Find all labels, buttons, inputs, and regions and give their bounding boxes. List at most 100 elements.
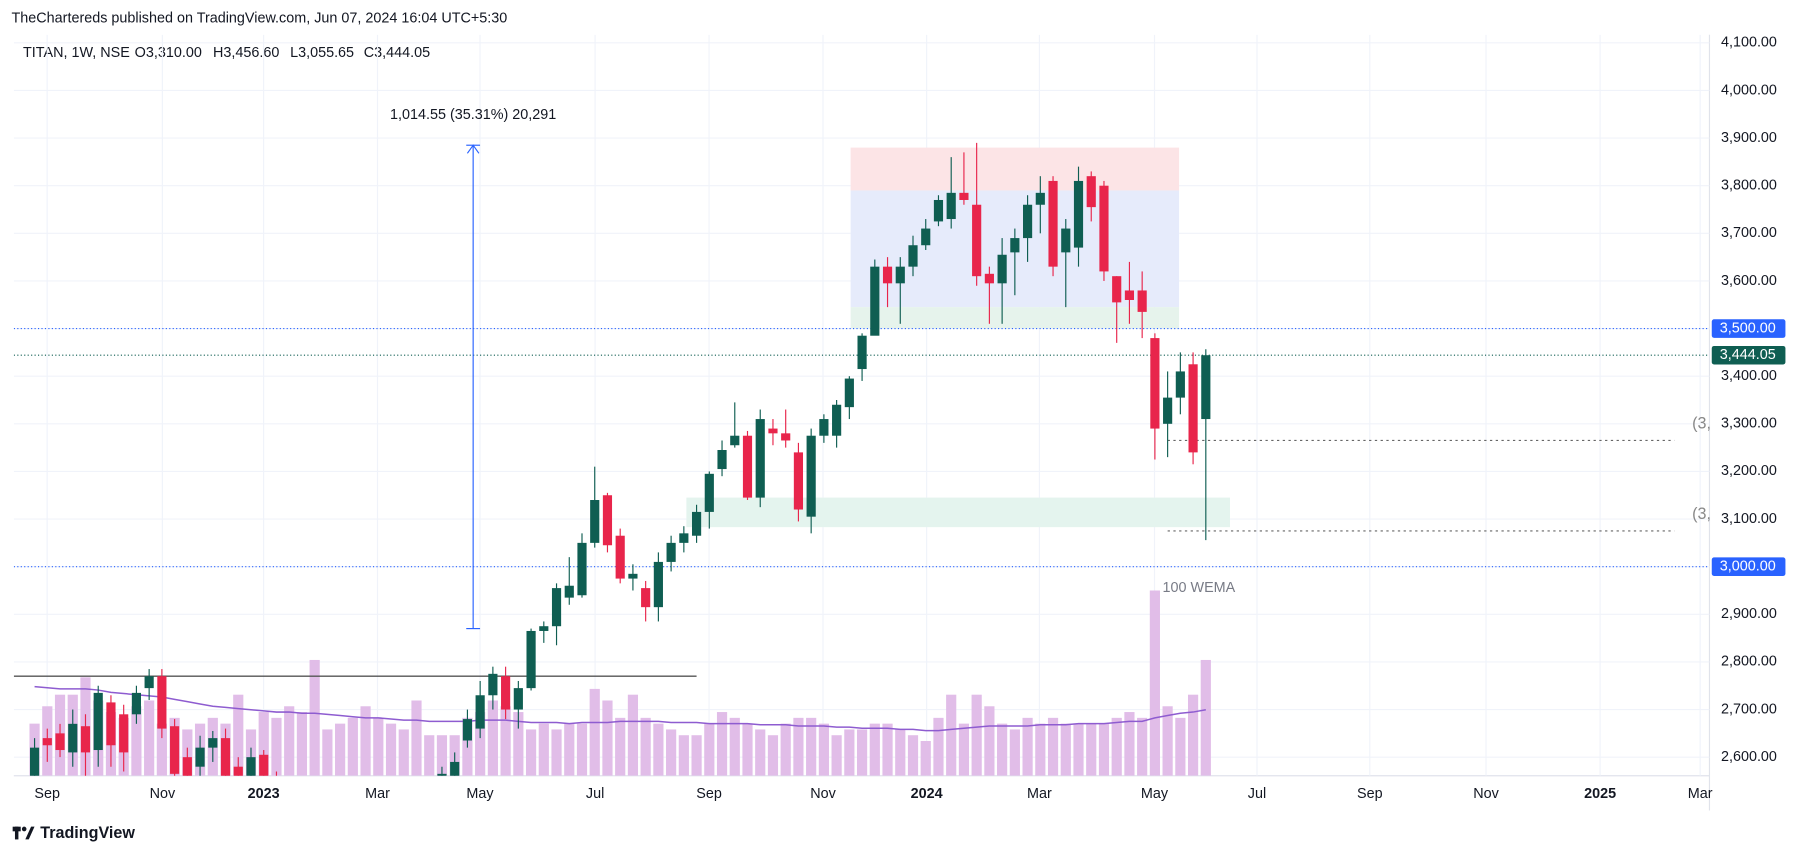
y-tick-label: 4,000.00 [1721, 82, 1777, 98]
candle-body [539, 626, 549, 631]
volume-bar [767, 735, 779, 776]
volume-bar [525, 729, 537, 776]
volume-bar [233, 694, 244, 776]
candle-body [220, 738, 231, 776]
volume-bar [678, 735, 689, 776]
candle-body [806, 435, 816, 517]
candle-body [1150, 338, 1160, 429]
candle-body [781, 433, 791, 441]
candle-body [882, 266, 893, 284]
zone [850, 147, 1180, 191]
candle-body [1175, 371, 1185, 398]
indicator-note: 100 WEMA [1163, 580, 1236, 596]
volume-bar [920, 741, 931, 776]
volume-bar [856, 729, 868, 776]
candle-body [475, 695, 485, 729]
candle-body [182, 757, 192, 776]
candle-body [551, 588, 562, 627]
x-tick-label: Nov [1473, 786, 1499, 802]
volume-bar [436, 735, 448, 776]
brand-name: TradingView [40, 824, 135, 842]
candle-body [844, 378, 854, 408]
candle-body [972, 204, 982, 277]
price-badge-label: 3,000.00 [1720, 558, 1776, 574]
x-tick-label: Mar [1688, 786, 1713, 802]
volume-bar [360, 706, 371, 776]
level-label: (3, [1692, 505, 1711, 523]
candle-body [501, 676, 511, 710]
volume-bar [398, 729, 409, 776]
volume-bar [818, 723, 829, 776]
volume-bar [1162, 706, 1173, 776]
volume-bar [576, 723, 588, 776]
volume-bar [1200, 659, 1211, 776]
y-tick-label: 3,900.00 [1721, 130, 1777, 146]
x-tick-label: May [1141, 786, 1169, 802]
candle-body [602, 495, 613, 546]
volume-bar [551, 729, 562, 776]
volume-bar [1073, 723, 1084, 776]
volume-bar [1111, 717, 1122, 776]
legend-open: O3,310.00 [135, 45, 202, 61]
volume-bar [958, 723, 970, 776]
candle-body [1073, 180, 1084, 248]
candle-body [1188, 364, 1198, 453]
volume-bar [335, 723, 346, 776]
volume-bar [869, 723, 880, 776]
candle-body [870, 266, 880, 336]
axes: 2,600.00 2,700.00 2,800.00 2,900.00 3,000.00… [34, 35, 1786, 802]
volume-bar [538, 723, 549, 776]
candle-body [450, 761, 460, 776]
volume-bar [131, 706, 142, 776]
volume-bar [653, 723, 664, 776]
volume-bar [1086, 723, 1097, 776]
y-tick-label: 3,600.00 [1721, 273, 1777, 289]
y-tick-label: 2,800.00 [1721, 654, 1777, 670]
candle-body [170, 726, 180, 774]
x-tick-label: May [466, 786, 494, 802]
volume-bar [513, 712, 524, 776]
candle-body [755, 419, 765, 498]
candle-body [1061, 228, 1071, 253]
x-tick-label: Sep [1357, 786, 1383, 802]
candle-body [246, 757, 256, 776]
volume-bar [640, 717, 651, 776]
volume-bar [500, 706, 511, 776]
x-tick-label: Mar [365, 786, 390, 802]
price-badge-label: 3,500.00 [1720, 320, 1776, 336]
volume-bar [424, 735, 435, 776]
volume-ma-line [34, 685, 1206, 732]
volume-bar [411, 700, 422, 776]
volume-bar [691, 735, 702, 776]
x-tick-label: Sep [696, 786, 722, 802]
y-tick-label: 2,700.00 [1721, 701, 1777, 717]
x-tick-label: Jul [1248, 786, 1266, 802]
volume-bar [1009, 729, 1020, 776]
candle-body [933, 199, 944, 222]
volume-bar [755, 729, 766, 776]
candle-body [793, 452, 804, 510]
candle-body [1010, 238, 1020, 253]
volume-bar [742, 723, 753, 776]
y-tick-label: 3,800.00 [1721, 177, 1777, 193]
candle-body [628, 573, 638, 579]
volume-bar [1035, 723, 1046, 776]
x-tick-label: Nov [810, 786, 836, 802]
volume-bar [1175, 717, 1186, 776]
volume-bar [258, 712, 269, 776]
y-tick-label: 3,400.00 [1721, 368, 1777, 384]
candle-body [1086, 176, 1096, 208]
volume-bar [933, 717, 944, 776]
price-badge [1711, 557, 1786, 576]
volume-bar [1187, 694, 1199, 776]
volume-bar [780, 723, 791, 776]
volume-bar [1098, 723, 1110, 776]
candle-body [704, 473, 714, 512]
candle-body [195, 747, 205, 767]
volume-bar [882, 723, 893, 776]
candle-body [615, 535, 625, 579]
volume-bar [704, 723, 715, 776]
candle-body [68, 723, 78, 753]
candle-body [1137, 290, 1147, 312]
